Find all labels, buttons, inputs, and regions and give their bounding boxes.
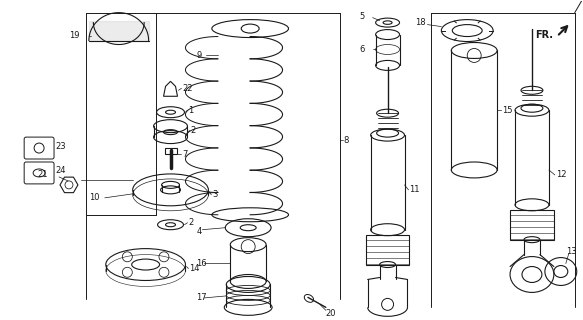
Bar (366, 235, 409, 265)
Text: 6: 6 (360, 45, 365, 54)
Text: 7: 7 (182, 149, 188, 158)
Text: 23: 23 (55, 141, 66, 151)
Text: 13: 13 (566, 247, 577, 256)
Text: 8: 8 (344, 136, 349, 145)
Bar (164, 148, 177, 154)
Text: 15: 15 (502, 106, 512, 115)
Text: 24: 24 (55, 166, 65, 175)
Text: 9: 9 (196, 51, 202, 60)
Text: 2: 2 (191, 126, 196, 135)
Text: 12: 12 (556, 171, 566, 180)
Text: 1: 1 (188, 106, 194, 115)
Text: 2: 2 (188, 218, 194, 227)
Text: 3: 3 (212, 190, 217, 199)
Bar (510, 210, 554, 240)
Text: 19: 19 (69, 31, 79, 40)
Text: 21: 21 (37, 171, 48, 180)
Text: 22: 22 (182, 84, 193, 93)
Text: 17: 17 (196, 293, 207, 302)
Text: FR.: FR. (535, 29, 553, 40)
Text: 4: 4 (196, 227, 202, 236)
Text: 11: 11 (409, 185, 420, 194)
Text: 20: 20 (326, 309, 336, 318)
Text: 5: 5 (360, 12, 365, 21)
Text: 14: 14 (189, 264, 200, 273)
Text: 18: 18 (416, 18, 426, 27)
Text: 16: 16 (196, 259, 207, 268)
Text: 10: 10 (89, 193, 99, 202)
